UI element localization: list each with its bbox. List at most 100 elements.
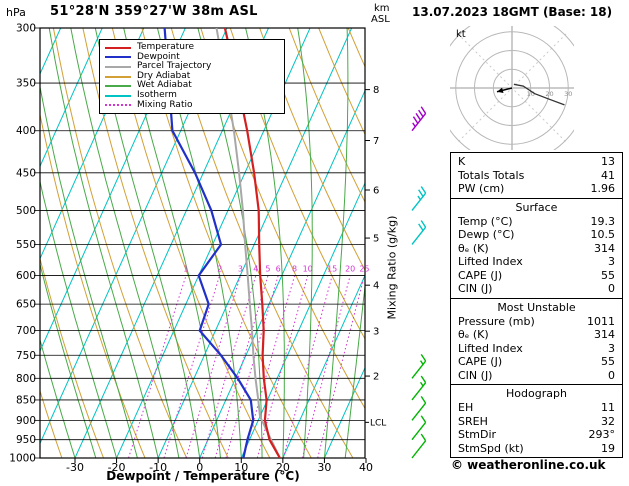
stat-value: 1.96 bbox=[590, 182, 616, 195]
legend-swatch-dewpoint bbox=[105, 56, 131, 59]
wind-barb bbox=[411, 106, 427, 132]
legend-label: Dry Adiabat bbox=[137, 70, 191, 81]
stats-panel: K 13 Totals Totals 41 PW (cm) 1.96 Surface Temp… bbox=[450, 152, 623, 458]
km-tick-label: 4 bbox=[373, 281, 379, 292]
km-ticks bbox=[365, 89, 370, 423]
hodograph-chart: 10 20 30 kt bbox=[450, 26, 574, 150]
mixing-ratio-value-label: 5 bbox=[265, 265, 270, 274]
mixing-ratio-axis-label: Mixing Ratio (g/kg) bbox=[385, 215, 399, 320]
stat-value: 0 bbox=[608, 282, 615, 295]
wind-barb bbox=[411, 396, 427, 421]
datetime-label: 13.07.2023 18GMT (Base: 18) bbox=[412, 5, 613, 19]
copyright: © weatheronline.co.uk bbox=[451, 458, 606, 472]
stat-label: StmDir bbox=[458, 428, 497, 441]
stat-label: Lifted Index bbox=[458, 255, 523, 268]
stat-value: 314 bbox=[594, 241, 615, 255]
stat-row: StmSpd (kt) 19 bbox=[451, 442, 622, 456]
stats-box-summary: K 13 Totals Totals 41 PW (cm) 1.96 bbox=[450, 152, 623, 199]
stat-value: 3 bbox=[608, 341, 615, 355]
hodograph-ring-label: 10 bbox=[527, 90, 535, 98]
stat-row: Totals Totals 41 bbox=[451, 169, 622, 183]
stat-label: θₑ (K) bbox=[458, 328, 489, 341]
stat-row: Lifted Index 3 bbox=[451, 342, 622, 356]
pressure-tick-label: 500 bbox=[16, 205, 36, 217]
stat-row: CIN (J) 0 bbox=[451, 282, 622, 296]
temp-tick-label: -30 bbox=[66, 461, 84, 474]
stat-label: SREH bbox=[458, 414, 488, 428]
station-title: 51°28'N 359°27'W 38m ASL bbox=[50, 4, 258, 19]
stat-value: 19 bbox=[601, 441, 615, 455]
km-tick-label: 6 bbox=[373, 186, 379, 197]
legend-item-wet_adiabat: Wet Adiabat bbox=[105, 81, 279, 91]
pressure-tick-label: 800 bbox=[16, 373, 36, 385]
stat-label: Lifted Index bbox=[458, 341, 523, 355]
stats-title-hodograph: Hodograph bbox=[506, 387, 567, 400]
stats-title-surface: Surface bbox=[515, 200, 558, 214]
altitude-unit-km: km bbox=[374, 3, 390, 14]
stats-box-hodograph: Hodograph EH 11 SREH 32 StmDir 293° StmSpd (kt)… bbox=[450, 384, 623, 458]
legend-item-isotherm: Isotherm bbox=[105, 89, 279, 101]
wind-barb bbox=[411, 220, 427, 245]
stat-label: CIN (J) bbox=[458, 368, 493, 382]
stat-label: CIN (J) bbox=[458, 282, 493, 295]
stat-value: 0 bbox=[608, 368, 615, 382]
legend-label: Isotherm bbox=[137, 89, 177, 100]
stat-value: 293° bbox=[588, 428, 616, 441]
mixing-ratio-value-label: 8 bbox=[292, 265, 297, 274]
legend-label: Parcel Trajectory bbox=[137, 61, 212, 72]
stat-row: SREH 32 bbox=[451, 415, 622, 429]
stat-label: Totals Totals bbox=[458, 168, 525, 182]
legend-item-parcel: Parcel Trajectory bbox=[105, 62, 279, 72]
axis-labels: 3003504004505005506006507007508008509009… bbox=[9, 23, 386, 475]
stat-row: EH 11 bbox=[451, 401, 622, 415]
temp-tick-label: 0 bbox=[196, 461, 203, 474]
stat-value: 32 bbox=[601, 414, 615, 428]
km-tick-label: 8 bbox=[373, 85, 379, 96]
legend-swatch-dry_adiabat bbox=[105, 75, 131, 78]
legend-label: Mixing Ratio bbox=[137, 99, 193, 110]
stat-row: θₑ (K) 314 bbox=[451, 328, 622, 342]
parcel-trajectory-curve bbox=[215, 28, 281, 458]
wind-barb bbox=[411, 375, 427, 401]
stat-label: StmSpd (kt) bbox=[458, 441, 524, 455]
pressure-tick-label: 950 bbox=[16, 434, 36, 446]
mixing-ratio-value-label: 15 bbox=[327, 265, 337, 274]
mixing-ratio-value-label: 20 bbox=[345, 265, 355, 274]
pressure-tick-label: 450 bbox=[16, 167, 36, 179]
legend-swatch-isotherm bbox=[105, 94, 131, 97]
mixing-ratio-value-label: 10 bbox=[303, 265, 313, 274]
temp-tick-label: -20 bbox=[108, 461, 126, 474]
temperature-curve bbox=[223, 28, 281, 458]
hodograph-ring-label: 30 bbox=[564, 90, 572, 98]
pressure-tick-label: 600 bbox=[16, 270, 36, 282]
stat-row: Dewp (°C) 10.5 bbox=[451, 228, 622, 242]
legend-label: Temperature bbox=[137, 42, 195, 52]
pressure-tick-label: 300 bbox=[16, 23, 36, 35]
km-tick-label: 7 bbox=[373, 136, 379, 147]
pressure-tick-label: 550 bbox=[16, 239, 36, 251]
temp-tick-label: -10 bbox=[149, 461, 167, 474]
km-tick-label: 2 bbox=[373, 372, 379, 383]
hodograph-ring bbox=[474, 50, 550, 126]
km-tick-label: 3 bbox=[373, 327, 379, 338]
stat-label: CAPE (J) bbox=[458, 355, 503, 368]
stat-value: 41 bbox=[601, 168, 615, 182]
legend-swatch-parcel bbox=[105, 65, 131, 68]
hodograph-unit-label: kt bbox=[456, 29, 466, 40]
stat-row: StmDir 293° bbox=[451, 428, 622, 442]
stat-value: 13 bbox=[601, 155, 615, 168]
stat-value: 1011 bbox=[587, 314, 615, 328]
stat-row: CAPE (J) 55 bbox=[451, 269, 622, 283]
profile-curves bbox=[163, 28, 281, 458]
wind-barbs bbox=[411, 106, 427, 459]
legend-label: Wet Adiabat bbox=[137, 80, 192, 91]
mixing-ratio-value-label: 4 bbox=[253, 265, 258, 274]
pressure-tick-label: 900 bbox=[16, 415, 36, 427]
stat-value: 3 bbox=[608, 255, 615, 268]
stat-label: Dewp (°C) bbox=[458, 228, 515, 241]
stat-value: 11 bbox=[601, 401, 615, 414]
stat-value: 19.3 bbox=[590, 214, 616, 228]
lcl-label: LCL bbox=[370, 418, 386, 428]
stat-label: PW (cm) bbox=[458, 182, 505, 195]
chart-legend: Temperature Dewpoint Parcel Trajectory Dry … bbox=[99, 39, 285, 115]
